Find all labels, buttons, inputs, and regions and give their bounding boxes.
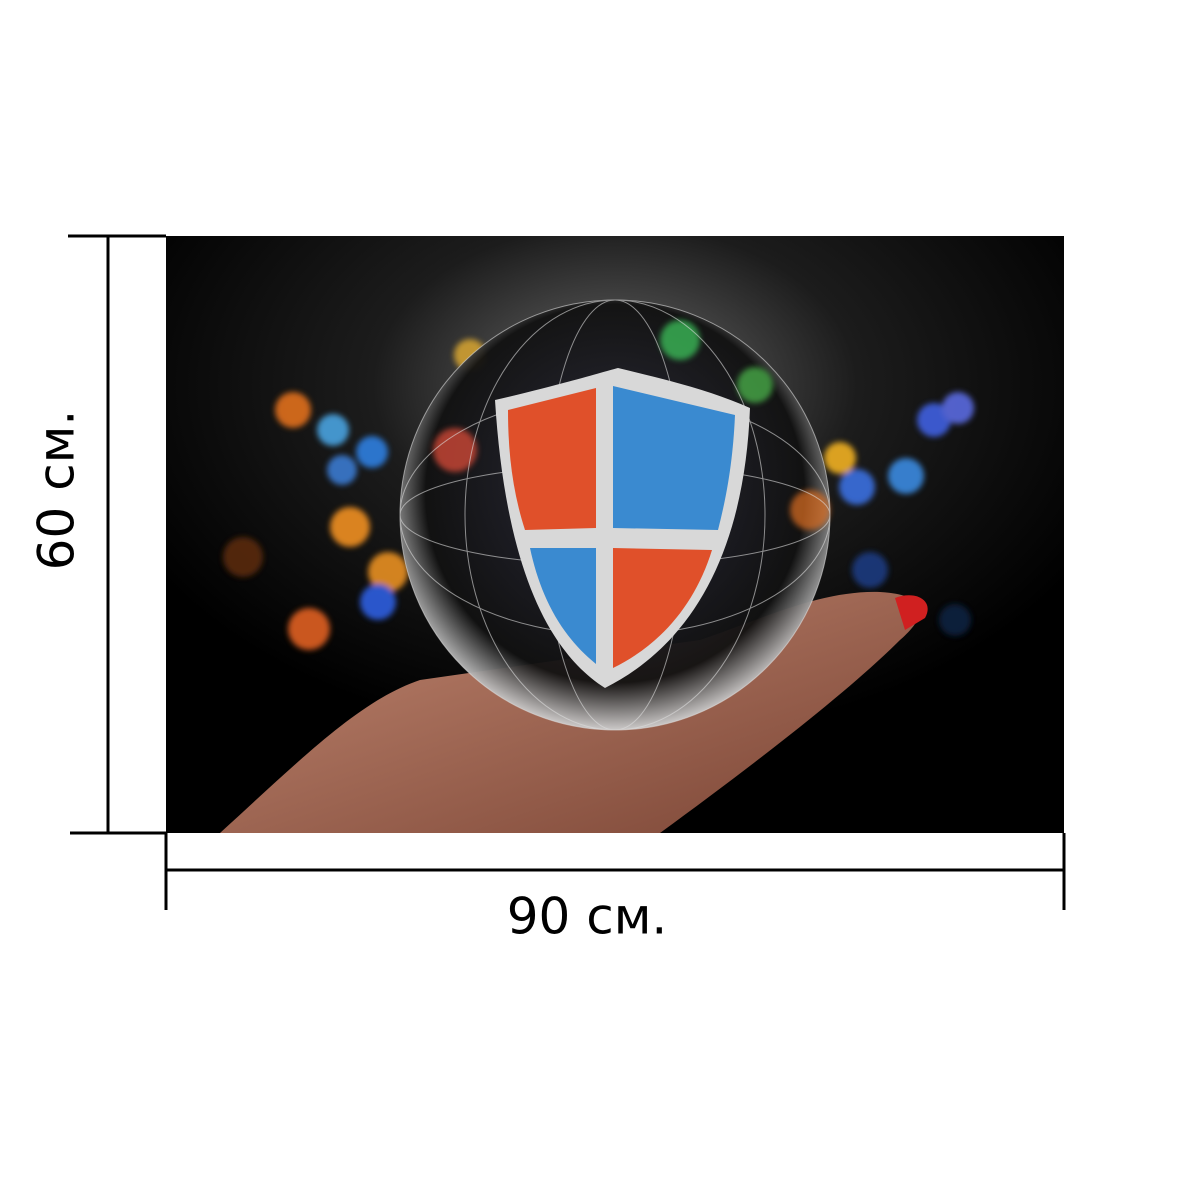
- height-label: 60 см.: [28, 410, 86, 571]
- width-label: 90 см.: [507, 888, 668, 946]
- dimension-lines: [68, 234, 1066, 910]
- photo: [166, 236, 1064, 833]
